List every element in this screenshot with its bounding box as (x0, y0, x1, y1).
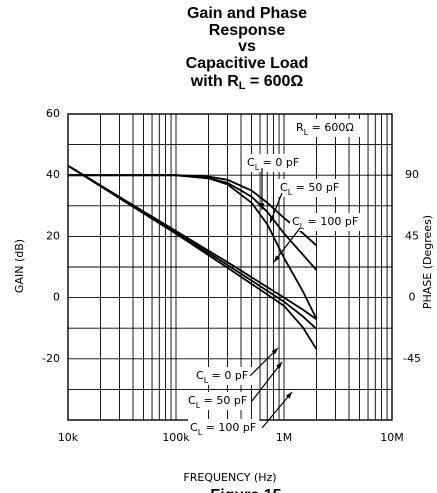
arrow (273, 227, 301, 263)
x-axis-label: FREQUENCY (Hz) (183, 471, 276, 484)
x-tick-label: 100k (162, 431, 190, 444)
label-box (245, 154, 304, 172)
label-box (290, 213, 362, 231)
text-part: = 100 pF (304, 215, 358, 228)
y-tick-label: 0 (53, 291, 60, 304)
text-part: = 100 pF (202, 421, 256, 434)
annotation: CL = 100 pF (292, 215, 358, 231)
label-box (186, 392, 251, 410)
text-part: L (288, 188, 293, 197)
text-part: = 50 pF (292, 181, 339, 194)
y-axis-label: GAIN (dB) (13, 239, 26, 293)
y-tick-label: 60 (46, 107, 60, 120)
text-part: = 600Ω (308, 121, 354, 134)
text-part: L (204, 376, 209, 385)
label-box (194, 367, 253, 385)
label-box (188, 419, 260, 437)
chart-title: Gain and Phase (187, 5, 307, 22)
annotation: CL = 0 pF (247, 156, 299, 172)
text-part: = 50 pF (200, 394, 247, 407)
text-part: L (304, 128, 309, 137)
x-tick-label: 10k (58, 431, 79, 444)
chart-title: Capacitive Load (186, 55, 309, 72)
arrow-head (270, 216, 275, 223)
arrow-head (276, 362, 282, 369)
annotation: CL = 100 pF (190, 421, 256, 437)
chart-title: vs (238, 38, 256, 55)
caption: Figure 15 (210, 487, 281, 493)
curve (68, 174, 318, 320)
text-part: C (196, 369, 204, 382)
chart-title: with RL = 600Ω (190, 73, 304, 92)
chart-title: Response (209, 22, 286, 39)
label-box (278, 179, 343, 197)
text-part: C (188, 394, 196, 407)
text-part: = 0 pF (208, 369, 248, 382)
text-part: C (190, 421, 198, 434)
text-part: L (255, 163, 260, 172)
text-part: = 600Ω (245, 73, 303, 90)
label-box (294, 119, 364, 137)
y2-tick-label: 90 (405, 168, 419, 181)
arrow-head (271, 348, 278, 355)
text-part: L (239, 80, 246, 92)
text-part: = 0 pF (259, 156, 299, 169)
arrow-head (274, 255, 280, 262)
arrow-head (285, 392, 292, 399)
y2-tick-label: 45 (405, 229, 419, 242)
text-part: with R (190, 73, 239, 90)
text-part: L (300, 222, 305, 231)
text-part: R (296, 121, 304, 134)
text-part: L (196, 401, 201, 410)
x-tick-label: 10M (380, 431, 404, 444)
annotation: CL = 0 pF (196, 369, 248, 385)
arrow (261, 391, 293, 429)
y2-axis-label: PHASE (Degrees) (421, 215, 434, 309)
curve (67, 164, 318, 330)
y-tick-label: 40 (46, 168, 60, 181)
arrow (249, 347, 279, 377)
arrow-head (259, 203, 265, 210)
text-part: C (292, 215, 300, 228)
text-part: C (247, 156, 255, 169)
annotation: CL = 50 pF (188, 394, 247, 410)
curve (67, 164, 318, 350)
y-tick-label: -20 (42, 352, 60, 365)
annotation: RL = 600Ω (296, 121, 354, 137)
y2-tick-label: 0 (409, 291, 416, 304)
y-tick-label: 20 (46, 229, 60, 242)
text-part: C (280, 181, 288, 194)
x-tick-label: 1M (276, 431, 293, 444)
text-part: L (198, 428, 203, 437)
annotation: CL = 50 pF (280, 181, 339, 197)
y2-tick-label: -45 (403, 352, 421, 365)
arrow (251, 361, 283, 402)
